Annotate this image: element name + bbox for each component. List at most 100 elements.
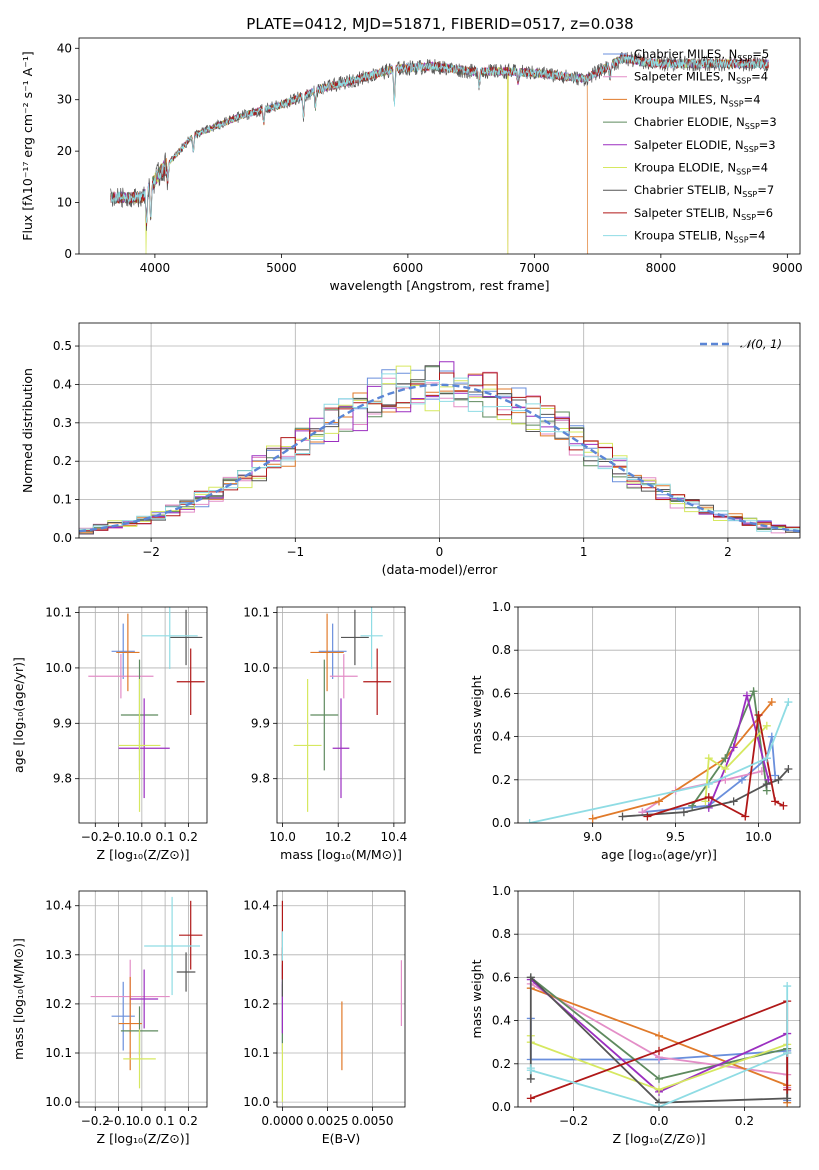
- data-point-marker: [783, 1085, 792, 1094]
- y-tick-label: 9.9: [251, 716, 270, 730]
- y-tick-label: 0.0: [53, 531, 72, 545]
- x-tick-label: 9000: [772, 261, 803, 275]
- data-point-marker: [704, 780, 713, 789]
- y-axis-label: Normed distribution: [20, 368, 35, 493]
- legend-name: Chabrier ELODIE: [634, 115, 729, 129]
- data-point-marker: [588, 814, 597, 823]
- legend-name: Salpeter MILES: [634, 70, 720, 84]
- y-tick-label: 30: [57, 93, 72, 107]
- y-tick-label: 0.0: [492, 1100, 511, 1114]
- legend-eq: =: [760, 115, 770, 129]
- data-point-marker: [784, 765, 793, 773]
- panel-mass_weight_vs_age: 0.0 0.2 0.4 0.6 0.8 1.0 9.0 9.5 10.0 age [log₁₀(a…: [469, 600, 801, 862]
- y-tick-label: 10.3: [243, 948, 270, 962]
- x-tick-label: 0.0050: [352, 1114, 394, 1128]
- plot-area: [526, 973, 792, 1107]
- legend-entry: Kroupa STELIB, NSSP=4: [634, 229, 766, 245]
- y-axis-label: mass [log₁₀(M/M⊙)]: [11, 938, 26, 1060]
- y-tick-label: 10.0: [243, 1095, 270, 1109]
- data-point-marker: [783, 1094, 792, 1103]
- legend-nssp: 5: [762, 47, 769, 61]
- mass-weight-series-line: [592, 701, 773, 820]
- y-tick-label: 10.0: [45, 661, 72, 675]
- y-tick-label: 0.2: [492, 773, 511, 787]
- x-axis-label: E(B-V): [322, 1131, 361, 1146]
- data-point-marker: [526, 1074, 535, 1083]
- legend-entry: Salpeter MILES, NSSP=4: [634, 70, 768, 86]
- x-tick-label: 10.4: [381, 830, 408, 844]
- y-tick-label: 10.1: [45, 606, 72, 620]
- data-point-marker: [526, 1094, 535, 1103]
- legend-n: , N: [729, 115, 745, 129]
- x-axis-label: mass [log₁₀(M/M⊙)]: [280, 847, 402, 862]
- legend-entry: Kroupa ELODIE, NSSP=4: [634, 161, 768, 177]
- spectrum-series-line: [110, 54, 769, 254]
- y-tick-label: 0.4: [53, 377, 72, 391]
- x-tick-label: 0.0: [132, 1114, 151, 1128]
- legend-n: , N: [726, 183, 742, 197]
- x-tick-label: 0.2: [735, 1114, 754, 1128]
- legend-eq: =: [751, 70, 761, 84]
- legend-nssp: 4: [758, 229, 765, 243]
- legend-eq: =: [751, 161, 761, 175]
- data-point-marker: [525, 819, 534, 823]
- legend-nssp: 3: [768, 138, 775, 152]
- y-axis-label: mass weight: [469, 959, 484, 1038]
- y-tick-label: 0.4: [492, 1014, 511, 1028]
- axes-frame: [517, 890, 801, 1108]
- x-tick-label: 9.0: [583, 830, 602, 844]
- x-tick-label: 0.0: [649, 1114, 668, 1128]
- x-tick-label: −0.2: [81, 830, 110, 844]
- ticks: 0 10 20 30 40 4000 5000 6000 7000 8000 9000: [57, 41, 803, 275]
- legend-nssp: 6: [766, 206, 773, 220]
- legend-sub: SSP: [734, 236, 749, 245]
- x-tick-label: 4000: [140, 261, 171, 275]
- legend-sub: SSP: [744, 145, 759, 154]
- panel-spectrum: 0 10 20 30 40 4000 5000 6000 7000 8000 9000 wavelen…: [20, 37, 803, 293]
- legend-sub: SSP: [742, 190, 757, 199]
- y-tick-label: 9.9: [53, 716, 72, 730]
- data-point-marker: [655, 1103, 663, 1107]
- y-tick-label: 40: [57, 41, 72, 55]
- plot-area: [88, 607, 205, 812]
- gridlines: [79, 891, 207, 1107]
- plot-area: [281, 900, 402, 1103]
- legend-eq: =: [756, 206, 766, 220]
- y-tick-label: 0.8: [492, 643, 511, 657]
- y-tick-label: 0.6: [492, 970, 511, 984]
- legend-n: , N: [720, 70, 736, 84]
- x-tick-label: 0.0025: [306, 1114, 348, 1128]
- data-point-marker: [655, 1031, 663, 1040]
- legend-n: , N: [725, 206, 741, 220]
- y-tick-label: 1.0: [492, 884, 511, 898]
- y-tick-label: 0.3: [53, 416, 72, 430]
- legend-nssp: 4: [761, 70, 768, 84]
- legend-entry: Salpeter STELIB, NSSP=6: [634, 206, 773, 222]
- y-tick-label: 10.1: [243, 606, 270, 620]
- y-tick-label: 10.0: [243, 661, 270, 675]
- data-point-marker: [729, 797, 738, 806]
- legend-entry: Chabrier ELODIE, NSSP=3: [634, 115, 777, 131]
- legend-nssp: 3: [769, 115, 776, 129]
- legend-nssp: 7: [767, 183, 774, 197]
- y-tick-label: 1.0: [492, 600, 511, 614]
- y-axis-label: mass weight: [469, 675, 484, 754]
- data-point-marker: [754, 711, 763, 719]
- y-tick-label: 0.8: [492, 927, 511, 941]
- axes-frame: [78, 890, 208, 1108]
- y-axis-label: age [log₁₀(age/yr)]: [11, 657, 26, 773]
- legend-entry: Kroupa MILES, NSSP=4: [634, 92, 761, 108]
- x-tick-label: 7000: [519, 261, 550, 275]
- legend-nssp: 4: [753, 92, 760, 106]
- legend-sub: SSP: [745, 122, 760, 131]
- legend-sub: SSP: [737, 54, 752, 63]
- legend-sub: SSP: [729, 99, 744, 108]
- y-tick-label: 10.0: [45, 1095, 72, 1109]
- y-tick-label: 0.4: [492, 730, 511, 744]
- histogram-step: [79, 373, 800, 532]
- x-tick-label: 0.0000: [261, 1114, 303, 1128]
- axes-frame: [276, 606, 406, 824]
- panel-mass_weight_vs_Z: 0.0 0.2 0.4 0.6 0.8 1.0 −0.2 0.0 0.2 Z [log₁₀(Z/Z…: [469, 884, 801, 1146]
